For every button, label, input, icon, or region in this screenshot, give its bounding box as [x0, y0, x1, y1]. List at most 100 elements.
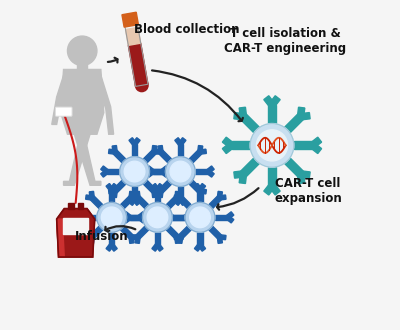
- Polygon shape: [179, 138, 186, 145]
- Circle shape: [101, 207, 122, 228]
- Polygon shape: [133, 198, 140, 205]
- Polygon shape: [154, 149, 161, 154]
- Polygon shape: [124, 212, 131, 219]
- Polygon shape: [206, 166, 214, 173]
- Polygon shape: [270, 184, 280, 195]
- Polygon shape: [161, 166, 168, 173]
- Polygon shape: [152, 191, 157, 198]
- Polygon shape: [96, 75, 114, 134]
- Polygon shape: [122, 12, 138, 27]
- Text: Blood collection: Blood collection: [134, 23, 240, 36]
- Polygon shape: [232, 142, 250, 149]
- Polygon shape: [129, 198, 136, 205]
- Polygon shape: [310, 143, 322, 153]
- Polygon shape: [197, 190, 203, 203]
- Polygon shape: [175, 191, 180, 198]
- Polygon shape: [77, 64, 87, 69]
- Polygon shape: [108, 189, 115, 194]
- Polygon shape: [86, 195, 92, 200]
- Polygon shape: [189, 150, 202, 163]
- Polygon shape: [120, 196, 133, 209]
- Polygon shape: [86, 235, 92, 240]
- Polygon shape: [198, 191, 203, 198]
- Circle shape: [256, 130, 288, 161]
- Polygon shape: [241, 114, 259, 133]
- Polygon shape: [101, 166, 108, 173]
- Polygon shape: [239, 174, 246, 183]
- Polygon shape: [264, 96, 274, 107]
- Polygon shape: [166, 216, 174, 223]
- Polygon shape: [146, 170, 154, 177]
- Polygon shape: [78, 203, 83, 209]
- Polygon shape: [130, 215, 142, 220]
- Polygon shape: [132, 186, 137, 199]
- Polygon shape: [57, 209, 95, 257]
- Polygon shape: [285, 158, 303, 177]
- Polygon shape: [112, 191, 117, 198]
- Polygon shape: [138, 216, 146, 223]
- Circle shape: [250, 123, 294, 167]
- Polygon shape: [120, 226, 133, 239]
- Polygon shape: [57, 219, 64, 257]
- Polygon shape: [175, 237, 180, 243]
- Polygon shape: [61, 69, 104, 134]
- Polygon shape: [178, 191, 183, 198]
- Polygon shape: [146, 166, 154, 173]
- Polygon shape: [270, 96, 280, 107]
- Polygon shape: [132, 195, 138, 200]
- Polygon shape: [112, 146, 117, 152]
- Polygon shape: [110, 183, 117, 191]
- Polygon shape: [222, 143, 234, 153]
- Polygon shape: [179, 196, 191, 209]
- Polygon shape: [126, 27, 141, 45]
- Polygon shape: [310, 137, 322, 148]
- Circle shape: [142, 203, 172, 232]
- Polygon shape: [89, 191, 94, 198]
- Polygon shape: [195, 169, 208, 174]
- Polygon shape: [129, 138, 136, 145]
- Polygon shape: [175, 198, 182, 205]
- Circle shape: [185, 203, 215, 232]
- Polygon shape: [89, 237, 94, 243]
- Circle shape: [97, 203, 126, 232]
- Polygon shape: [150, 169, 162, 174]
- Polygon shape: [106, 183, 113, 191]
- FancyBboxPatch shape: [55, 107, 72, 116]
- Circle shape: [170, 161, 191, 182]
- Polygon shape: [177, 195, 184, 200]
- Polygon shape: [110, 244, 117, 251]
- Polygon shape: [113, 180, 126, 193]
- Polygon shape: [52, 75, 68, 124]
- Circle shape: [120, 157, 150, 186]
- Polygon shape: [126, 215, 139, 220]
- Polygon shape: [268, 167, 276, 186]
- Circle shape: [136, 79, 148, 92]
- Polygon shape: [155, 232, 160, 245]
- Polygon shape: [198, 146, 203, 152]
- Polygon shape: [209, 196, 221, 209]
- Polygon shape: [152, 146, 157, 152]
- Polygon shape: [217, 237, 222, 243]
- Polygon shape: [268, 105, 276, 123]
- Polygon shape: [219, 235, 226, 240]
- Polygon shape: [198, 183, 206, 191]
- Polygon shape: [135, 191, 140, 198]
- Circle shape: [124, 161, 145, 182]
- Polygon shape: [156, 244, 163, 251]
- Polygon shape: [152, 183, 159, 191]
- Polygon shape: [222, 137, 234, 148]
- Polygon shape: [166, 212, 174, 219]
- Polygon shape: [174, 235, 181, 240]
- Polygon shape: [175, 138, 182, 145]
- Polygon shape: [131, 235, 138, 240]
- Polygon shape: [124, 216, 131, 223]
- Polygon shape: [129, 191, 134, 198]
- Polygon shape: [209, 226, 221, 239]
- Polygon shape: [197, 232, 203, 245]
- Polygon shape: [178, 144, 183, 157]
- Polygon shape: [154, 149, 160, 154]
- Polygon shape: [154, 189, 161, 194]
- Polygon shape: [143, 150, 156, 163]
- Polygon shape: [172, 215, 185, 220]
- Polygon shape: [298, 174, 305, 183]
